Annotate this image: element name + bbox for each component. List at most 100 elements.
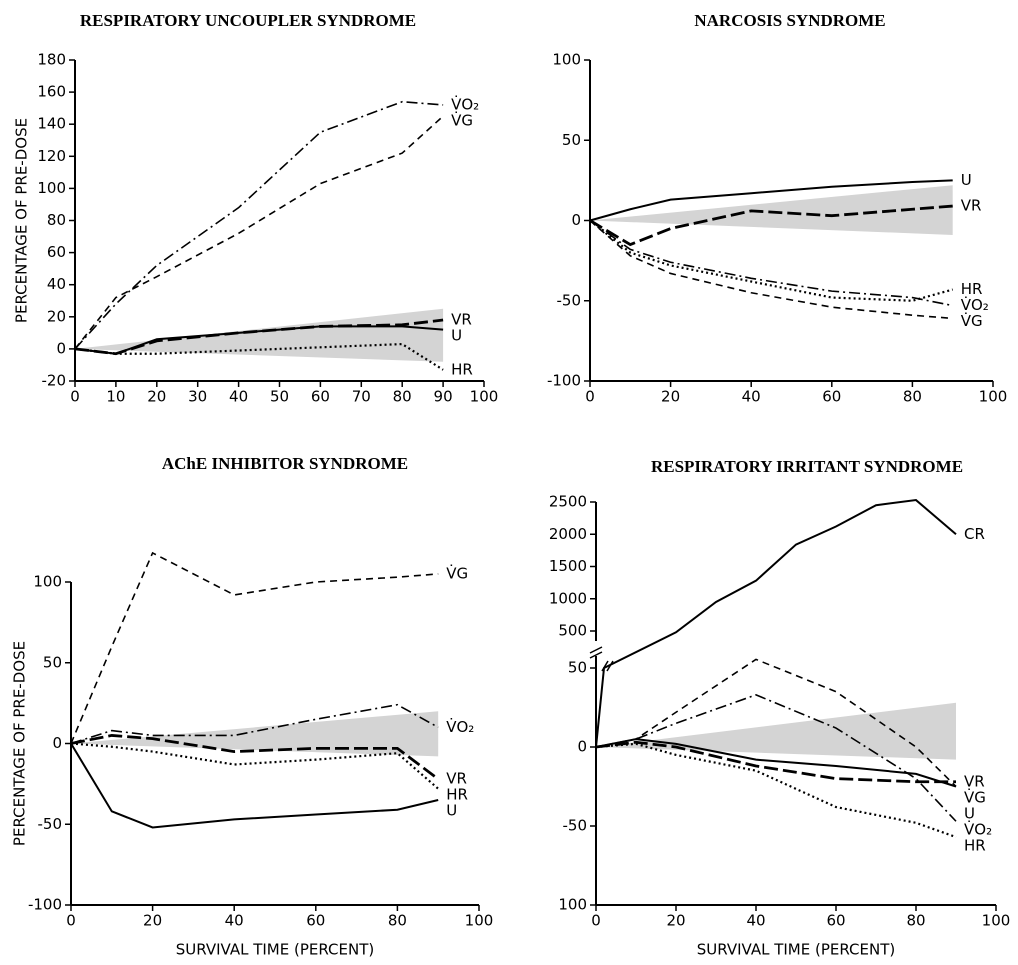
chart-title: NARCOSIS SYNDROME — [694, 11, 885, 30]
series-label: VR — [964, 772, 985, 790]
y-tick-label: 120 — [37, 147, 66, 165]
x-tick-label: 40 — [742, 388, 761, 406]
y-tick-label: 100 — [33, 573, 62, 591]
y-tick-label: -100 — [28, 896, 62, 914]
x-tick-label: 100 — [979, 388, 1008, 406]
series-label: U — [451, 327, 462, 345]
x-tick-label: 20 — [666, 912, 685, 930]
series-label: HR — [964, 836, 986, 854]
y-tick-label: 50 — [43, 653, 62, 671]
y-tick-label: 50 — [568, 659, 587, 677]
x-tick-label: 10 — [106, 388, 125, 406]
x-tick-label: 30 — [188, 388, 207, 406]
y-tick-label: 1000 — [549, 589, 587, 607]
y-tick-label: 100 — [552, 51, 581, 69]
x-tick-label: 80 — [906, 912, 925, 930]
series-label: VR — [446, 770, 467, 788]
x-tick-label: 0 — [70, 388, 80, 406]
series-line — [595, 499, 957, 748]
x-tick-label: 50 — [270, 388, 289, 406]
y-tick-label: -100 — [547, 372, 581, 390]
y-tick-label: 2000 — [549, 525, 587, 543]
series-line — [70, 551, 439, 744]
x-tick-label: 90 — [434, 388, 453, 406]
y-tick-label: -50 — [563, 817, 588, 835]
y-tick-label: 50 — [562, 131, 581, 149]
series-label: V̇G — [964, 788, 986, 807]
series-label: HR — [451, 360, 473, 378]
series-line — [70, 703, 439, 745]
series-label: V̇O₂ — [446, 717, 474, 736]
y-axis-label: PERCENTAGE OF PRE-DOSE — [11, 641, 29, 846]
axis-break — [589, 651, 603, 659]
y-tick-label: 500 — [558, 622, 587, 640]
y-tick-label: 40 — [47, 275, 66, 293]
y-tick-label: 0 — [52, 734, 62, 752]
series-line — [595, 738, 957, 788]
series-line — [589, 219, 953, 307]
series-line — [70, 734, 440, 781]
series-label: V̇O₂ — [964, 820, 992, 839]
x-tick-label: 100 — [470, 388, 499, 406]
series-line — [589, 179, 953, 222]
x-tick-label: 100 — [465, 912, 494, 930]
series-line — [74, 115, 444, 350]
x-tick-label: 60 — [822, 388, 841, 406]
series-label: U — [446, 802, 457, 820]
x-axis-label: SURVIVAL TIME (PERCENT) — [697, 941, 896, 959]
chart-title: RESPIRATORY UNCOUPLER SYNDROME — [80, 11, 416, 30]
y-tick-label: 100 — [37, 179, 66, 197]
control-range-band — [596, 702, 956, 760]
series-line — [595, 694, 957, 822]
chart-title: RESPIRATORY IRRITANT SYNDROME — [651, 457, 963, 476]
x-tick-label: 60 — [826, 912, 845, 930]
axis-break — [589, 646, 603, 654]
series-label: V̇O₂ — [961, 295, 989, 314]
y-tick-label: 0 — [571, 211, 581, 229]
y-tick-label: 140 — [37, 115, 66, 133]
control-range-band — [71, 711, 439, 757]
x-tick-label: 40 — [746, 912, 765, 930]
x-tick-label: 80 — [388, 912, 407, 930]
x-tick-label: 60 — [306, 912, 325, 930]
series-line — [589, 219, 953, 320]
y-tick-label: 100 — [558, 896, 587, 914]
series-label: V̇G — [446, 564, 468, 583]
y-tick-label: 1500 — [549, 557, 587, 575]
y-tick-label: 180 — [37, 51, 66, 69]
series-label: V̇O₂ — [451, 95, 479, 114]
x-tick-label: 40 — [225, 912, 244, 930]
y-tick-label: -50 — [557, 291, 582, 309]
x-tick-label: 0 — [591, 912, 601, 930]
series-label: V̇G — [961, 311, 983, 330]
x-tick-label: 20 — [143, 912, 162, 930]
x-axis-label: SURVIVAL TIME (PERCENT) — [176, 941, 375, 959]
x-tick-label: 0 — [66, 912, 76, 930]
x-tick-label: 80 — [393, 388, 412, 406]
x-tick-label: 20 — [661, 388, 680, 406]
series-line — [595, 742, 957, 839]
series-label: VR — [961, 197, 982, 215]
series-line — [589, 219, 953, 302]
x-tick-label: 70 — [352, 388, 371, 406]
y-tick-label: 0 — [577, 738, 587, 756]
x-tick-label: 60 — [311, 388, 330, 406]
chart-title: AChE INHIBITOR SYNDROME — [162, 454, 408, 473]
x-tick-label: 80 — [903, 388, 922, 406]
y-tick-label: 160 — [37, 83, 66, 101]
series-line — [595, 740, 956, 784]
series-line — [70, 742, 439, 829]
y-tick-label: 20 — [47, 307, 66, 325]
series-label: HR — [961, 280, 983, 298]
series-line — [74, 342, 444, 371]
y-axis-label: PERCENTAGE OF PRE-DOSE — [13, 118, 31, 323]
series-line — [589, 204, 953, 247]
series-label: CR — [964, 525, 985, 543]
series-label: V̇G — [451, 111, 473, 130]
x-tick-label: 40 — [229, 388, 248, 406]
y-tick-label: 0 — [56, 339, 66, 357]
y-tick-label: 60 — [47, 243, 66, 261]
y-tick-label: 2500 — [549, 493, 587, 511]
control-range-band — [75, 308, 444, 362]
x-tick-label: 0 — [585, 388, 595, 406]
